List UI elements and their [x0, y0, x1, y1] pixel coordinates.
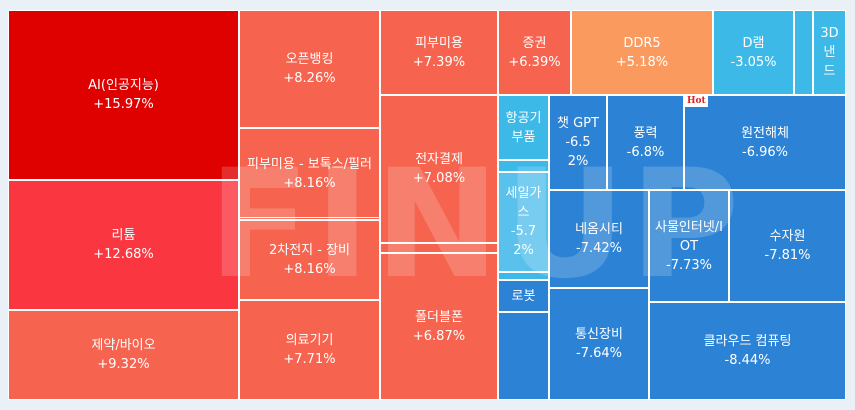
tile-label: 항공기 부품 — [505, 110, 542, 145]
tile-change: +6.87% — [412, 328, 466, 344]
tile-change: -6.52% — [565, 135, 591, 169]
treemap-tile[interactable]: 챗 GPT -6.52% — [549, 95, 607, 190]
tile-change: -3.05% — [730, 54, 777, 70]
treemap-tile[interactable] — [239, 217, 380, 220]
treemap-tile[interactable] — [380, 243, 498, 253]
tile-label: 원전해체 — [741, 125, 789, 141]
treemap-tile[interactable]: 피부미용 +7.39% — [380, 10, 498, 95]
tile-change: +12.68% — [93, 247, 154, 262]
treemap-tile[interactable]: 오픈뱅킹 +8.26% — [239, 10, 380, 128]
tile-label: 통신장비 — [575, 327, 623, 342]
tile-label: 증권 — [522, 35, 547, 51]
treemap-chart: AI(인공지능) +15.97% 리튬 +12.68% 제약/바이오 +9.32% 오픈뱅킹… — [8, 10, 846, 400]
tile-change: -7.64% — [576, 346, 622, 361]
tile-label: 리튬 — [111, 228, 136, 243]
tile-change: +15.97% — [93, 97, 154, 112]
hot-badge: Hot — [685, 96, 708, 107]
tile-label: 네옴시티 — [575, 222, 623, 237]
tile-label: 수자원 — [769, 229, 806, 244]
tile-label: 로봇 — [511, 288, 536, 304]
treemap-tile[interactable]: 클라우드 컴퓨팅 -8.44% — [649, 302, 846, 400]
tile-change: +7.08% — [412, 171, 466, 186]
tile-change: +8.16% — [283, 176, 336, 191]
treemap-tile[interactable]: 의료기기 +7.71% — [239, 300, 380, 400]
treemap-tile[interactable]: 풍력 -6.8% — [607, 95, 684, 190]
tile-change: +8.16% — [283, 262, 336, 277]
tile-label: 세일가스 — [505, 186, 542, 220]
tile-label: 3D 낸드 — [820, 26, 839, 79]
tile-change: +8.26% — [283, 71, 336, 86]
tile-change: -7.81% — [764, 248, 811, 263]
tile-change: -5.72% — [510, 224, 537, 258]
tile-change: +9.32% — [97, 357, 150, 372]
tile-change: +5.18% — [615, 54, 669, 70]
tile-label: 전자결제 — [415, 152, 463, 167]
treemap-tile[interactable]: AI(인공지능) +15.97% — [8, 10, 239, 180]
treemap-tile[interactable]: 항공기 부품 — [498, 95, 549, 160]
tile-label: AI(인공지능) — [88, 78, 159, 93]
tile-label: 의료기기 — [285, 333, 334, 348]
tile-label: 제약/바이오 — [91, 338, 156, 353]
treemap-tile[interactable]: DDR5 +5.18% — [571, 10, 713, 95]
tile-label: 오픈뱅킹 — [285, 52, 334, 67]
tile-label: 사물인터넷/IOT — [654, 219, 723, 254]
treemap-tile[interactable]: 제약/바이오 +9.32% — [8, 310, 239, 400]
tile-label: 피부미용 — [415, 35, 463, 51]
tile-label: 풍력 — [633, 125, 658, 141]
tile-change: +6.39% — [508, 54, 561, 70]
tile-label: 2차전지 - 장비 — [268, 243, 351, 258]
treemap-tile[interactable]: 사물인터넷/IOT -7.73% — [649, 190, 729, 302]
tile-label: 챗 GPT — [557, 116, 599, 131]
treemap-tile[interactable]: 수자원 -7.81% — [729, 190, 846, 302]
tile-change: -8.44% — [724, 353, 771, 368]
tile-label: 폴더블폰 — [415, 309, 463, 325]
tile-change: -6.8% — [626, 144, 665, 160]
tile-change: +7.39% — [412, 54, 466, 70]
treemap-tile[interactable]: 2차전지 - 장비 +8.16% — [239, 220, 380, 300]
treemap-tile[interactable]: 피부미용 - 보톡스/필러 +8.16% — [239, 128, 380, 220]
treemap-tile[interactable] — [498, 312, 549, 400]
tile-label: DDR5 — [623, 35, 661, 51]
treemap-tile[interactable]: 폴더블폰 +6.87% — [380, 253, 498, 400]
treemap-tile[interactable]: 증권 +6.39% — [498, 10, 571, 95]
treemap-tile[interactable] — [794, 10, 813, 95]
tile-change: -6.96% — [742, 144, 788, 160]
tile-label: D램 — [742, 35, 765, 51]
tile-change: -7.42% — [576, 241, 622, 256]
treemap-tile[interactable]: 네옴시티 -7.42% — [549, 190, 649, 288]
treemap-tile[interactable]: 3D 낸드 — [813, 10, 846, 95]
treemap-tile[interactable]: 원전해체 -6.96% Hot — [684, 95, 846, 190]
tile-label: 클라우드 컴퓨팅 — [703, 334, 792, 349]
tile-label: 피부미용 - 보톡스/필러 — [247, 157, 372, 172]
tile-change: +7.71% — [283, 352, 336, 367]
tile-change: -7.73% — [666, 257, 712, 273]
treemap-tile[interactable]: 리튬 +12.68% — [8, 180, 239, 310]
treemap-tile[interactable]: D램 -3.05% — [713, 10, 794, 95]
treemap-tile[interactable]: 통신장비 -7.64% — [549, 288, 649, 400]
treemap-tile[interactable] — [498, 160, 549, 172]
treemap-tile[interactable]: 로봇 — [498, 280, 549, 312]
treemap-tile[interactable]: 세일가스 -5.72% — [498, 172, 549, 272]
treemap-tile[interactable]: 전자결제 +7.08% — [380, 95, 498, 243]
treemap-tile[interactable] — [498, 272, 549, 280]
